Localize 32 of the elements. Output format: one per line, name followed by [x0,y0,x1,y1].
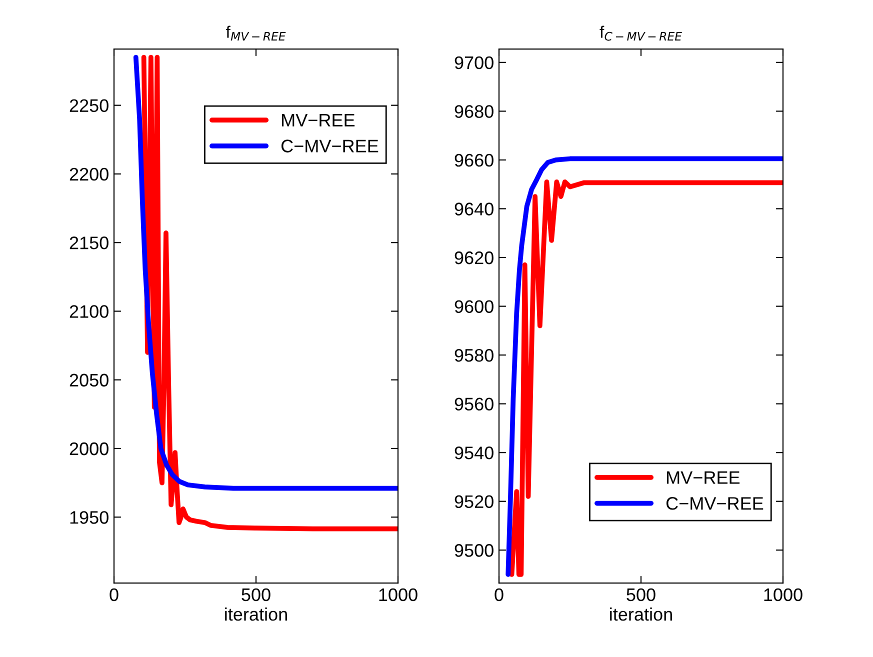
y-tick-label: 2100 [70,305,108,318]
y-tick-label: 9660 [454,154,494,167]
chart-title: f$_{MV−REE}$ [226,26,286,41]
y-tick-label: 9680 [454,105,494,118]
x-tick-label: 1000 [764,588,802,602]
y-tick-label: 9640 [454,202,494,216]
y-tick-label: 9500 [454,544,494,557]
y-tick-label: 2050 [70,374,108,387]
legend-label: C−MV−REE [281,140,378,152]
y-tick-label: 9520 [454,495,494,508]
y-tick-label: 2150 [70,236,108,250]
y-tick-label: 9620 [454,251,494,264]
y-tick-label: 2200 [70,168,108,181]
legend-label: MV−REE [282,114,355,126]
y-tick-label: 9700 [454,56,494,70]
x-tick-label: 500 [242,588,270,602]
y-tick-label: 2250 [70,99,108,112]
x-tick-label: 0 [110,588,118,602]
y-tick-label: 9540 [454,446,494,460]
y-tick-label: 9580 [454,348,494,362]
chart-title: f$_{C−MV−REE}$ [600,26,682,41]
y-tick-label: 9560 [454,398,494,411]
x-axis-title: iteration [610,607,672,621]
x-tick-label: 0 [494,588,504,602]
legend-label: C−MV−REE [666,497,764,510]
y-tick-label: 1950 [70,511,108,524]
legend-label: MV−REE [667,471,740,484]
x-tick-label: 500 [626,588,656,602]
x-axis-title: iteration [225,607,287,621]
x-tick-label: 1000 [379,588,418,602]
y-tick-label: 2000 [70,442,108,456]
y-tick-label: 9600 [454,300,494,313]
